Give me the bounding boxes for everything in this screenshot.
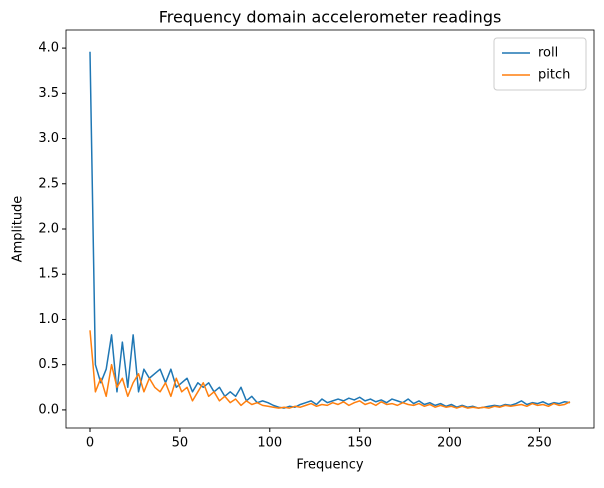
- x-tick-label: 100: [257, 436, 282, 451]
- plot-frame: [65, 29, 595, 429]
- x-axis-label: Frequency: [296, 458, 363, 473]
- x-tick-label: 150: [347, 436, 372, 451]
- y-tick-label: 4.0: [38, 41, 59, 56]
- y-tick-label: 3.5: [38, 86, 59, 101]
- line: [89, 51, 571, 409]
- y-tick-label: 2.5: [38, 176, 59, 191]
- x-tick-label: 0: [86, 436, 94, 451]
- y-tick-label: 1.5: [38, 267, 59, 282]
- line: [89, 330, 571, 409]
- y-tick-label: 1.0: [38, 312, 59, 327]
- legend-label: pitch: [538, 68, 570, 83]
- x-tick-label: 200: [437, 436, 462, 451]
- legend-box: [493, 37, 587, 91]
- y-tick-label: 3.0: [38, 131, 59, 146]
- x-tick-label: 50: [172, 436, 189, 451]
- y-axis-label: Amplitude: [11, 196, 26, 263]
- y-tick-label: 0.0: [38, 402, 59, 417]
- y-tick-label: 0.5: [38, 357, 59, 372]
- y-tick-label: 2.0: [38, 222, 59, 237]
- chart-title: Frequency domain accelerometer readings: [159, 8, 502, 27]
- x-tick-label: 250: [527, 436, 552, 451]
- legend-label: roll: [538, 46, 558, 61]
